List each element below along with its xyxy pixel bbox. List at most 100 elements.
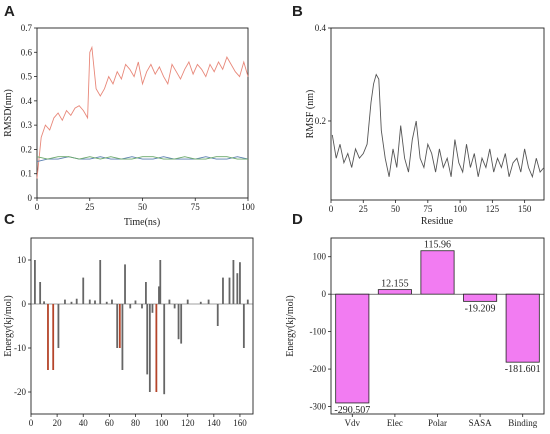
pC-residue-bar [232, 260, 235, 304]
panel-a-xlabel: Time(ns) [124, 217, 160, 228]
panel-a-rmsd-chart: 0 25 50 75 100 0 0.1 0.2 0.3 0.4 0.5 0.6 0.7 Time(ns… [3, 23, 255, 228]
pC-residue-bar [118, 304, 121, 348]
pB-ytick-label: 0.2 [315, 116, 326, 126]
panel-label-c: C [4, 211, 15, 228]
pC-residue-bar [141, 304, 143, 309]
pD-ytick-label: 0 [322, 289, 327, 299]
pC-residue-bar [246, 299, 249, 304]
pB-xtick-label: 150 [518, 204, 532, 214]
pC-xtick-label: 120 [181, 418, 195, 428]
pC-xtick-label: 40 [79, 418, 89, 428]
pD-bar-polar [420, 250, 455, 295]
pA-ytick-label: 0.3 [21, 120, 33, 130]
pC-ytick-label: -20 [14, 387, 26, 397]
pC-residue-bar [105, 301, 108, 304]
pD-bar-sasa [463, 293, 498, 302]
panel-c-ticks: 0 20 40 60 80 100 120 140 160 -20 -10 0 10 [14, 255, 247, 428]
pC-residue-bar [151, 304, 154, 313]
panel-b-ylabel: RMSF (nm) [305, 90, 316, 139]
pC-residue-bar [52, 304, 55, 370]
pC-residue-bar [111, 299, 113, 304]
pA-series-line-0 [36, 45, 249, 179]
pC-residue-bar [34, 260, 36, 304]
panel-c-bars [31, 260, 253, 395]
pA-series-line-1 [36, 156, 249, 163]
pB-xtick-label: 75 [423, 204, 433, 214]
panel-b-frame [330, 27, 545, 201]
panel-d-bars: -290.507 12.155 115.96 -19.209 -181.601 [331, 240, 544, 416]
pD-ytick-label: -200 [310, 364, 327, 374]
panel-c-ylabel: Energy(kj/mol) [3, 295, 14, 356]
pC-residue-bar [64, 299, 66, 304]
pB-xtick-label: 25 [359, 204, 369, 214]
pD-category-label: SASA [469, 418, 493, 428]
panel-b-rmsf-chart: 0 25 50 75 100 125 150 0.2 0.4 Residue RMSF (nm) [305, 23, 545, 227]
pD-value-label: 12.155 [381, 279, 409, 290]
pD-value-label: -181.601 [505, 364, 541, 375]
pC-residue-bar [75, 298, 78, 304]
pA-ytick-label: 0.4 [21, 96, 33, 106]
pD-value-label: -19.209 [465, 303, 496, 314]
pC-residue-bar [155, 304, 158, 392]
pD-ytick-label: -300 [310, 402, 327, 412]
panel-b-ticks: 0 25 50 75 100 125 150 0.2 0.4 [315, 23, 532, 214]
panel-a-ylabel: RMSD(nm) [3, 89, 14, 137]
pD-ytick-label: 100 [313, 252, 327, 262]
pC-residue-bar [180, 304, 183, 344]
pC-residue-bar [222, 277, 224, 304]
pC-residue-bar [82, 277, 85, 304]
pC-residue-bar [129, 304, 132, 309]
pC-residue-bar [159, 260, 162, 304]
pD-category-label: Vdv [345, 418, 361, 428]
pA-xtick-label: 0 [35, 202, 40, 212]
pD-category-label: Elec [387, 418, 403, 428]
pC-residue-bar [70, 301, 73, 304]
pC-residue-bar [199, 301, 202, 304]
pC-ytick-label: -10 [14, 343, 26, 353]
pC-xtick-label: 160 [233, 418, 247, 428]
pA-ytick-label: 0.6 [21, 47, 33, 57]
pC-residue-bar [216, 304, 219, 326]
pC-residue-bar [148, 304, 151, 392]
pD-bar-binding [505, 293, 540, 363]
pC-residue-bar [186, 299, 189, 304]
pD-value-label: -290.507 [334, 405, 370, 416]
pC-residue-bar [236, 273, 239, 304]
pA-xtick-label: 75 [191, 202, 201, 212]
pD-category-label: Polar [428, 418, 447, 428]
pA-ytick-label: 0.7 [21, 23, 33, 33]
pC-xtick-label: 140 [207, 418, 221, 428]
pB-xtick-label: 100 [453, 204, 467, 214]
pC-residue-bar [116, 304, 119, 348]
panel-b-xlabel: Residue [421, 216, 454, 227]
pB-xtick-label: 125 [486, 204, 500, 214]
pC-ytick-label: 0 [22, 299, 27, 309]
pC-residue-bar [145, 282, 147, 304]
panel-b-series [331, 73, 545, 179]
panel-c-frame [30, 237, 254, 415]
pC-residue-bar [177, 304, 180, 340]
pC-residue-bar [99, 260, 102, 304]
pC-residue-bar [43, 301, 45, 304]
pA-xtick-label: 50 [138, 202, 148, 212]
pC-residue-bar [239, 262, 241, 304]
pC-residue-bar [158, 286, 160, 304]
panel-c-residue-energy-chart: 0 20 40 60 80 100 120 140 160 -20 -10 0 10 Energy(kj… [3, 237, 254, 428]
pC-residue-bar [57, 304, 60, 348]
pC-xtick-label: 60 [105, 418, 115, 428]
pC-xtick-label: 0 [29, 418, 34, 428]
pC-residue-bar [168, 299, 171, 304]
pB-ytick-label: 0.4 [315, 23, 327, 33]
panel-a-ticks: 0 25 50 75 100 0 0.1 0.2 0.3 0.4 0.5 0.6 0.7 [21, 23, 256, 212]
pA-xtick-label: 25 [85, 202, 95, 212]
pC-residue-bar [94, 300, 96, 304]
pB-series-line-0 [331, 73, 545, 179]
pA-series-line-2 [36, 156, 248, 160]
panel-d-ticks: -300 -200 -100 0 100 Vdv Elec Polar SASA Binding [310, 252, 538, 428]
pD-bar-elec [377, 289, 412, 295]
pC-residue-bar [242, 304, 245, 348]
pC-residue-bar [124, 264, 126, 304]
pC-residue-bar [228, 277, 231, 304]
panel-label-d: D [292, 211, 303, 228]
